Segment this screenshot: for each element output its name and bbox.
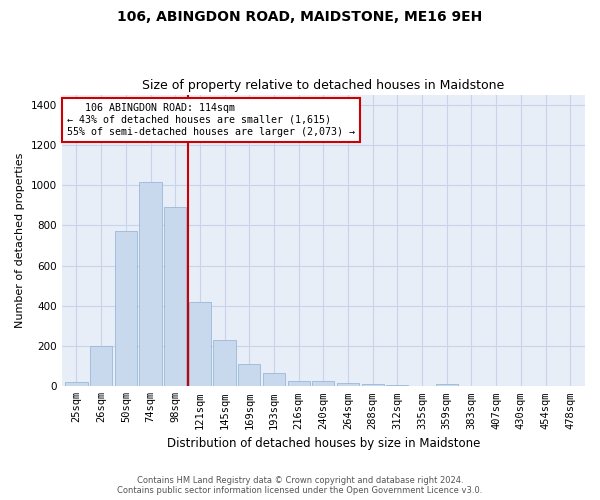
Bar (65, 382, 88, 386)
Bar (436, 384, 458, 386)
Bar (164, 207, 187, 386)
Y-axis label: Number of detached properties: Number of detached properties (15, 152, 25, 328)
Bar (312, 382, 334, 386)
Bar (214, 340, 236, 386)
Bar (263, 373, 285, 386)
Text: Contains HM Land Registry data © Crown copyright and database right 2024.
Contai: Contains HM Land Registry data © Crown c… (118, 476, 482, 495)
Bar (337, 384, 359, 386)
Bar (287, 382, 310, 386)
Bar (115, 232, 137, 386)
Title: Size of property relative to detached houses in Maidstone: Size of property relative to detached ho… (142, 79, 505, 92)
Bar (90, 346, 112, 387)
Bar (238, 364, 260, 386)
X-axis label: Distribution of detached houses by size in Maidstone: Distribution of detached houses by size … (167, 437, 480, 450)
Bar (139, 182, 161, 386)
Text: 106, ABINGDON ROAD, MAIDSTONE, ME16 9EH: 106, ABINGDON ROAD, MAIDSTONE, ME16 9EH (118, 10, 482, 24)
Text: 106 ABINGDON ROAD: 114sqm
← 43% of detached houses are smaller (1,615)
55% of se: 106 ABINGDON ROAD: 114sqm ← 43% of detac… (67, 104, 355, 136)
Bar (189, 302, 211, 386)
Bar (362, 384, 384, 386)
